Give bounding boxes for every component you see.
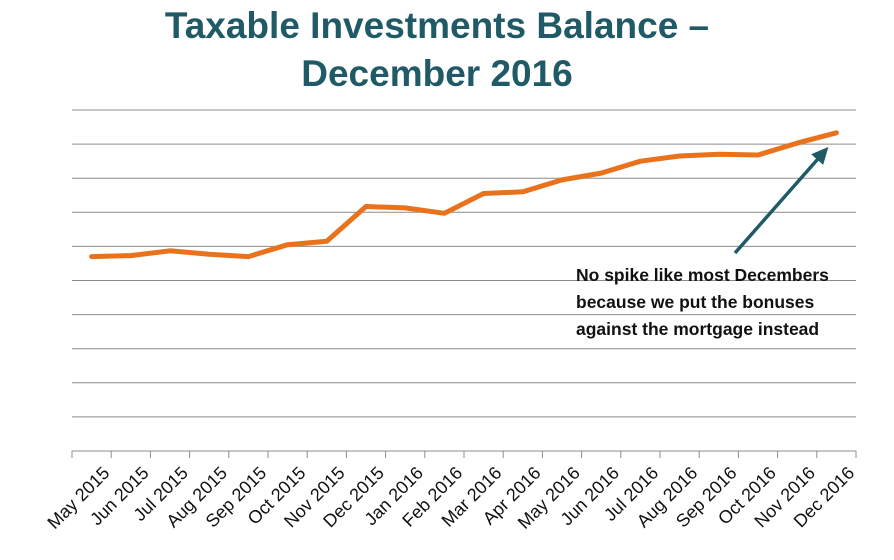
chart-title-line-2: December 2016 — [301, 53, 573, 94]
gridlines — [72, 109, 856, 418]
annotation-arrowhead — [811, 146, 829, 165]
x-ticks — [71, 451, 857, 458]
chart-title: Taxable Investments Balance – December 2… — [0, 2, 874, 98]
annotation-arrow-line — [733, 152, 824, 255]
series-line — [89, 130, 839, 260]
annotation-text: No spike like most Decembers because we … — [576, 262, 894, 343]
series-group — [89, 130, 839, 260]
chart-title-line-1: Taxable Investments Balance – — [164, 5, 710, 46]
annotation-arrow-group — [733, 146, 829, 255]
annotation-line-2: because we put the bonuses — [576, 292, 815, 312]
annotation-line-1: No spike like most Decembers — [576, 265, 829, 285]
annotation-line-3: against the mortgage instead — [576, 319, 820, 339]
